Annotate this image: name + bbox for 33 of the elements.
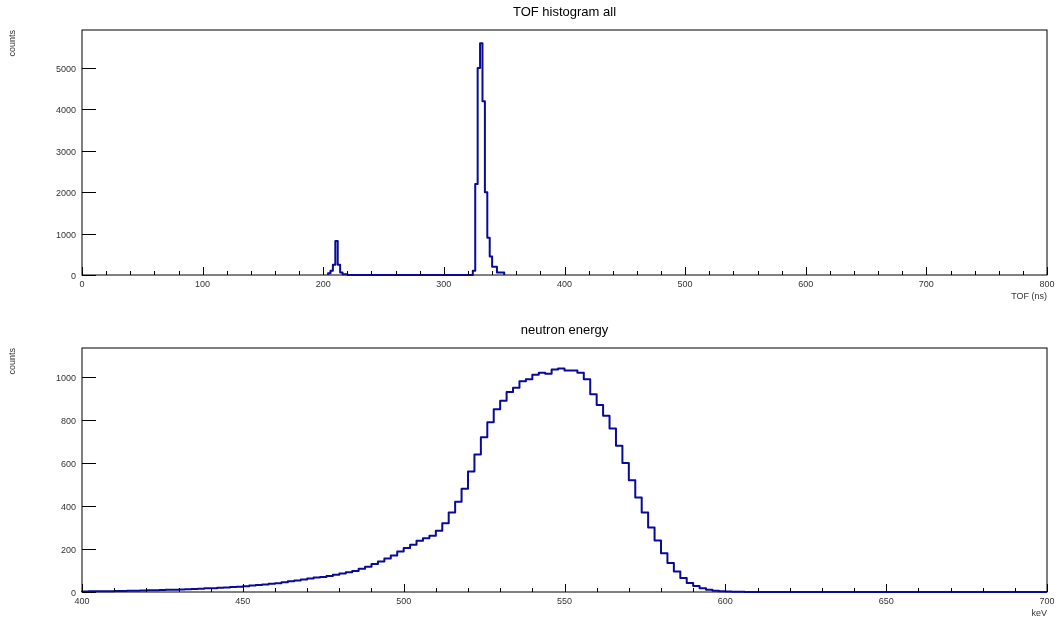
y-tick-label: 1000 — [55, 229, 76, 240]
x-tick-label: 600 — [717, 596, 733, 606]
x-tick-label: 200 — [315, 279, 331, 289]
x-tick-label: 600 — [798, 279, 814, 289]
x-tick-label: 450 — [235, 596, 251, 606]
chart-title: neutron energy — [520, 322, 609, 337]
y-tick-label: 4000 — [55, 104, 76, 115]
y-tick-label: 800 — [60, 415, 76, 426]
x-tick-label: 0 — [79, 279, 85, 289]
x-tick-label: 400 — [556, 279, 573, 289]
x-tick-label: 700 — [918, 279, 934, 289]
x-tick-label: 650 — [878, 596, 894, 606]
y-tick-label: 3000 — [55, 146, 76, 157]
x-tick-label: 300 — [436, 279, 452, 289]
y-tick-label: 200 — [60, 544, 76, 555]
y-tick-label: 600 — [60, 458, 76, 469]
x-axis-title: keV — [1031, 608, 1047, 618]
y-tick-label: 5000 — [55, 63, 76, 74]
y-axis-title: counts — [7, 347, 17, 375]
y-axis-title: counts — [7, 29, 17, 57]
x-tick-label: 700 — [1039, 596, 1055, 606]
x-tick-label: 550 — [556, 596, 573, 606]
x-tick-label: 500 — [396, 596, 412, 606]
y-tick-label: 0 — [70, 270, 76, 281]
chart-title: TOF histogram all — [512, 4, 617, 19]
y-tick-label: 0 — [70, 587, 76, 598]
y-tick-label: 2000 — [55, 187, 76, 198]
y-tick-label: 400 — [60, 501, 76, 512]
y-tick-label: 1000 — [55, 372, 76, 383]
x-tick-label: 500 — [677, 279, 693, 289]
x-tick-label: 100 — [195, 279, 211, 289]
x-axis-title: TOF (ns) — [1011, 291, 1047, 301]
x-tick-label: 800 — [1039, 279, 1055, 289]
